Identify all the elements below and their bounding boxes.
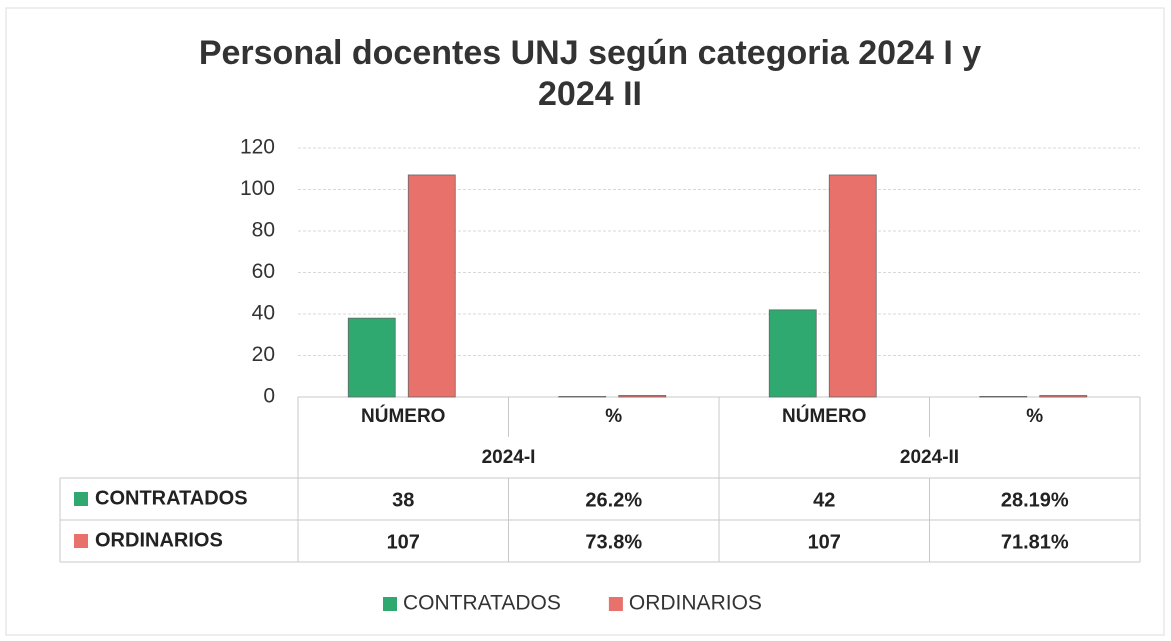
chart-frame <box>5 7 1165 636</box>
table-cell: 26.2% <box>585 489 642 511</box>
table-cell: 71.81% <box>1001 531 1069 553</box>
table-cell: 107 <box>808 531 841 553</box>
chart-title: 2024 II <box>538 75 642 113</box>
y-tick-label: 60 <box>252 260 275 283</box>
group-label: 2024-I <box>482 447 536 468</box>
bar <box>407 174 456 398</box>
y-tick-label: 0 <box>263 385 275 408</box>
x-tick-label: % <box>605 406 622 427</box>
bar <box>979 396 1028 398</box>
table-cell: 107 <box>387 531 420 553</box>
group-label: 2024-II <box>900 447 959 468</box>
bar <box>1039 395 1088 398</box>
legend-label: ORDINARIOS <box>629 592 762 615</box>
table-cell: 28.19% <box>1001 489 1069 511</box>
legend-swatch <box>74 492 88 506</box>
bar <box>768 309 817 398</box>
bar <box>618 395 667 398</box>
bar <box>347 317 396 398</box>
legend-swatch <box>383 597 397 611</box>
row-label: ORDINARIOS <box>95 529 223 551</box>
row-label: CONTRATADOS <box>95 487 248 509</box>
x-tick-label: NÚMERO <box>361 405 445 427</box>
y-tick-label: 120 <box>240 136 275 159</box>
table-cell: 38 <box>392 489 414 511</box>
y-tick-label: 80 <box>252 219 275 242</box>
chart-title: Personal docentes UNJ según categoria 20… <box>199 34 981 72</box>
x-tick-label: NÚMERO <box>782 405 866 427</box>
table-cell: 42 <box>813 489 835 511</box>
legend-swatch <box>74 534 88 548</box>
bar <box>558 396 607 398</box>
bar <box>828 174 877 398</box>
x-tick-label: % <box>1026 406 1043 427</box>
legend-swatch <box>608 597 623 611</box>
y-tick-label: 20 <box>252 343 275 366</box>
table-cell: 73.8% <box>585 531 642 553</box>
y-tick-label: 40 <box>252 302 275 325</box>
y-tick-label: 100 <box>240 177 275 200</box>
legend-label: CONTRATADOS <box>403 592 561 615</box>
